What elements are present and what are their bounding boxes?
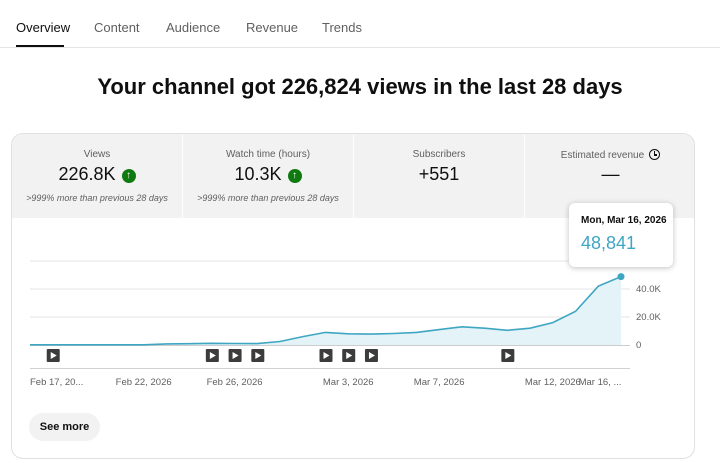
- play-icon: [368, 352, 375, 359]
- x-tick-label: Mar 12, 2026: [525, 377, 581, 388]
- tab-audience[interactable]: Audience: [166, 20, 221, 35]
- metric-value-text: 10.3K: [234, 164, 282, 184]
- metric-title-text: Estimated revenue: [560, 150, 645, 161]
- arrow-up-circle-icon: ↑: [287, 169, 302, 183]
- metric-views[interactable]: Views 226.8K ↑ >999% more than previous 2…: [12, 134, 183, 218]
- play-icon: [255, 352, 262, 359]
- metric-note: >999% more than previous 28 days: [197, 193, 339, 203]
- tab-trends[interactable]: Trends: [322, 20, 362, 35]
- y-tick-label: 40.0K: [636, 284, 661, 295]
- play-icon: [232, 352, 239, 359]
- active-tab-indicator: [16, 45, 64, 47]
- play-icon: [50, 352, 57, 359]
- metric-title: Views: [83, 149, 111, 160]
- tab-bar: Overview Content Audience Revenue Trends: [0, 0, 720, 48]
- tab-overview[interactable]: Overview: [16, 20, 71, 35]
- arrow-up-circle-icon: ↑: [121, 169, 136, 183]
- metric-title: Subscribers: [412, 149, 466, 160]
- clock-icon: [649, 149, 661, 160]
- play-icon: [505, 352, 512, 359]
- x-tick-label: Feb 17, 20...: [30, 377, 83, 388]
- tooltip-date: Mon, Mar 16, 2026: [581, 215, 667, 226]
- y-tick-label: 0: [636, 340, 641, 351]
- chart-tooltip: Mon, Mar 16, 2026 48,841: [569, 203, 673, 267]
- metric-value: 226.8K ↑: [12, 164, 182, 185]
- metric-title: Watch time (hours): [225, 149, 311, 160]
- series-line: [30, 275, 622, 346]
- x-tick-label: Feb 22, 2026: [116, 377, 172, 388]
- metric-value-text: 226.8K: [58, 164, 116, 184]
- series-area: [30, 276, 621, 345]
- tooltip-value: 48,841: [581, 233, 637, 253]
- play-icon: [346, 352, 353, 359]
- metric-subscribers[interactable]: Subscribers +551: [354, 134, 525, 218]
- x-tick-label: Mar 3, 2026: [323, 377, 374, 388]
- metric-title: Estimated revenue: [525, 149, 694, 161]
- tab-revenue[interactable]: Revenue: [246, 20, 299, 35]
- x-tick-label: Feb 26, 2026: [207, 377, 263, 388]
- x-tick-label: Mar 16, ...: [579, 377, 622, 388]
- y-tick-label: 20.0K: [636, 312, 661, 323]
- metric-value: 10.3K ↑: [183, 164, 353, 185]
- metric-watch-time[interactable]: Watch time (hours) 10.3K ↑ >999% more tha…: [183, 134, 354, 218]
- page-headline: Your channel got 226,824 views in the la…: [97, 74, 623, 99]
- see-more-button[interactable]: See more: [29, 413, 100, 441]
- play-icon: [209, 352, 216, 359]
- play-icon: [323, 352, 330, 359]
- x-tick-label: Mar 7, 2026: [414, 377, 465, 388]
- metric-value: —: [601, 164, 620, 184]
- tab-content[interactable]: Content: [94, 20, 140, 35]
- metric-note: >999% more than previous 28 days: [26, 193, 168, 203]
- metric-value: +551: [418, 164, 460, 184]
- data-point: [617, 273, 625, 281]
